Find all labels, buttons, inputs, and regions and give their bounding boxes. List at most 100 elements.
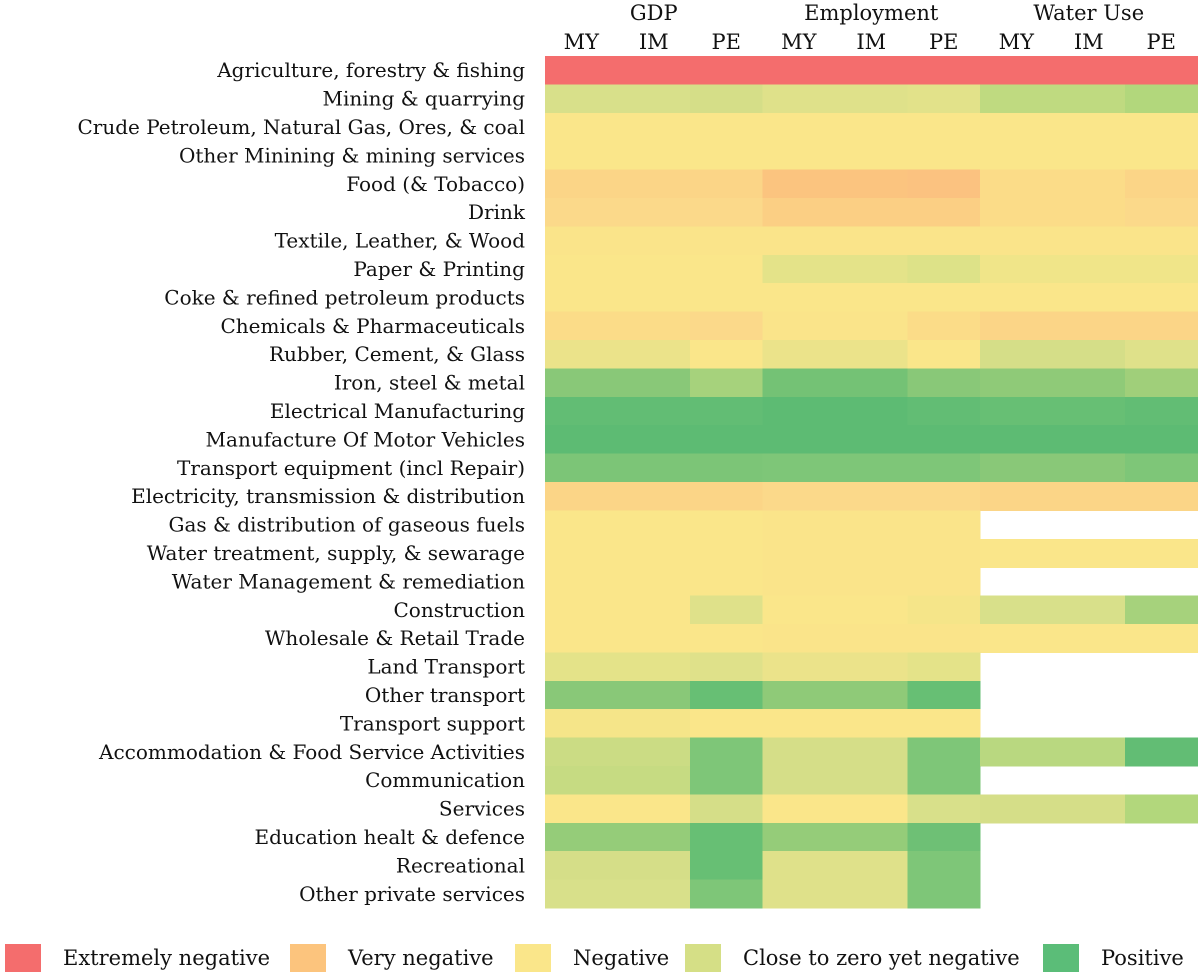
row-label: Electricity, transmission & distribution [131, 484, 525, 508]
heatmap-chart: GDP Employment Water Use MY IM PE MY IM PE MY IM P… [77, 1, 1199, 909]
heatmap-cell [1052, 538, 1126, 568]
heatmap-cell [762, 851, 836, 881]
heatmap-cell [980, 794, 1054, 824]
heatmap-cell [907, 822, 981, 852]
heatmap-cell [1125, 84, 1199, 114]
heatmap-cell [1052, 169, 1126, 199]
heatmap-cell [835, 340, 909, 369]
heatmap-cell [1125, 56, 1199, 85]
row-label: Accommodation & Food Service Activities [98, 740, 525, 764]
row-label: Drink [468, 200, 526, 224]
heatmap-cell [835, 624, 909, 653]
heatmap-cell [835, 311, 909, 341]
heatmap-cell [1125, 425, 1199, 455]
heatmap-cell [545, 425, 619, 455]
heatmap-cell [907, 340, 981, 369]
heatmap-cell [1125, 368, 1199, 398]
row-label: Paper & Printing [353, 257, 525, 281]
heatmap-cell [617, 254, 691, 284]
heatmap-cell [907, 567, 981, 597]
heatmap-cell [690, 198, 764, 227]
heatmap-cell [1125, 283, 1199, 313]
heatmap-cell [545, 595, 619, 625]
heatmap-cell [545, 652, 619, 682]
heatmap-cell [762, 340, 836, 369]
heatmap-cell [545, 567, 619, 597]
heatmap-cell [907, 368, 981, 398]
heatmap-cell [1052, 453, 1126, 483]
heatmap-cell [617, 283, 691, 313]
heatmap-cell [690, 595, 764, 625]
heatmap-cell [690, 567, 764, 597]
legend-swatch [290, 944, 326, 972]
heatmap-cell [1052, 198, 1126, 227]
heatmap-cell [835, 368, 909, 398]
heatmap-cell [835, 169, 909, 199]
legend-swatch [515, 944, 551, 972]
legend-swatch [1043, 944, 1079, 972]
heatmap-cell [1125, 396, 1199, 426]
heatmap-cell [762, 396, 836, 426]
heatmap-cell [545, 84, 619, 114]
row-label: Education healt & defence [254, 825, 525, 849]
heatmap-cell [835, 652, 909, 682]
heatmap-cell [690, 680, 764, 710]
heatmap-cell [907, 680, 981, 710]
heatmap-cell [617, 112, 691, 142]
heatmap-cell [545, 396, 619, 426]
heatmap-cell [617, 851, 691, 881]
heatmap-cell [980, 396, 1054, 426]
heatmap-cell [980, 425, 1054, 455]
heatmap-cell [980, 226, 1054, 256]
heatmap-cell [907, 198, 981, 227]
heatmap-cell [762, 624, 836, 653]
heatmap-cell [835, 141, 909, 171]
heatmap-cell [617, 141, 691, 171]
heatmap-cell [835, 84, 909, 114]
heatmap-cell [1125, 112, 1199, 142]
heatmap-cell [762, 737, 836, 767]
heatmap-cell [835, 680, 909, 710]
heatmap-cell [762, 879, 836, 909]
column-header: MY [781, 30, 818, 54]
heatmap-cell [1052, 340, 1126, 369]
heatmap-cell [545, 112, 619, 142]
heatmap-cell [835, 851, 909, 881]
heatmap-cell [690, 879, 764, 909]
heatmap-cell [545, 879, 619, 909]
heatmap-cell [907, 794, 981, 824]
heatmap-cell [1125, 169, 1199, 199]
heatmap-cell [690, 766, 764, 795]
heatmap-cell [617, 368, 691, 398]
heatmap-cell [545, 851, 619, 881]
heatmap-cell [617, 737, 691, 767]
legend-swatch [5, 944, 41, 972]
heatmap-cell [1052, 226, 1126, 256]
heatmap-cell [980, 84, 1054, 114]
heatmap-cell [617, 425, 691, 455]
heatmap-cell [617, 226, 691, 256]
column-header: IM [639, 30, 669, 54]
heatmap-cell [545, 737, 619, 767]
row-label: Communication [365, 768, 525, 792]
row-label: Recreational [396, 853, 525, 877]
heatmap-cell [835, 567, 909, 597]
heatmap-cell [762, 709, 836, 739]
heatmap-cell [545, 510, 619, 540]
heatmap-cell [1052, 794, 1126, 824]
heatmap-cell [980, 624, 1054, 653]
heatmap-cell [690, 254, 764, 284]
column-header: PE [712, 30, 741, 54]
heatmap-cell [907, 595, 981, 625]
heatmap-cell [1125, 538, 1199, 568]
column-header: PE [1147, 30, 1176, 54]
heatmap-cell [907, 851, 981, 881]
row-label: Wholesale & Retail Trade [265, 626, 525, 650]
heatmap-cell [545, 453, 619, 483]
heatmap-cell [835, 709, 909, 739]
heatmap-cell [762, 283, 836, 313]
legend-label: Negative [573, 946, 670, 970]
heatmap-cell [835, 510, 909, 540]
row-label: Transport equipment (incl Repair) [177, 456, 525, 480]
heatmap-cell [690, 226, 764, 256]
